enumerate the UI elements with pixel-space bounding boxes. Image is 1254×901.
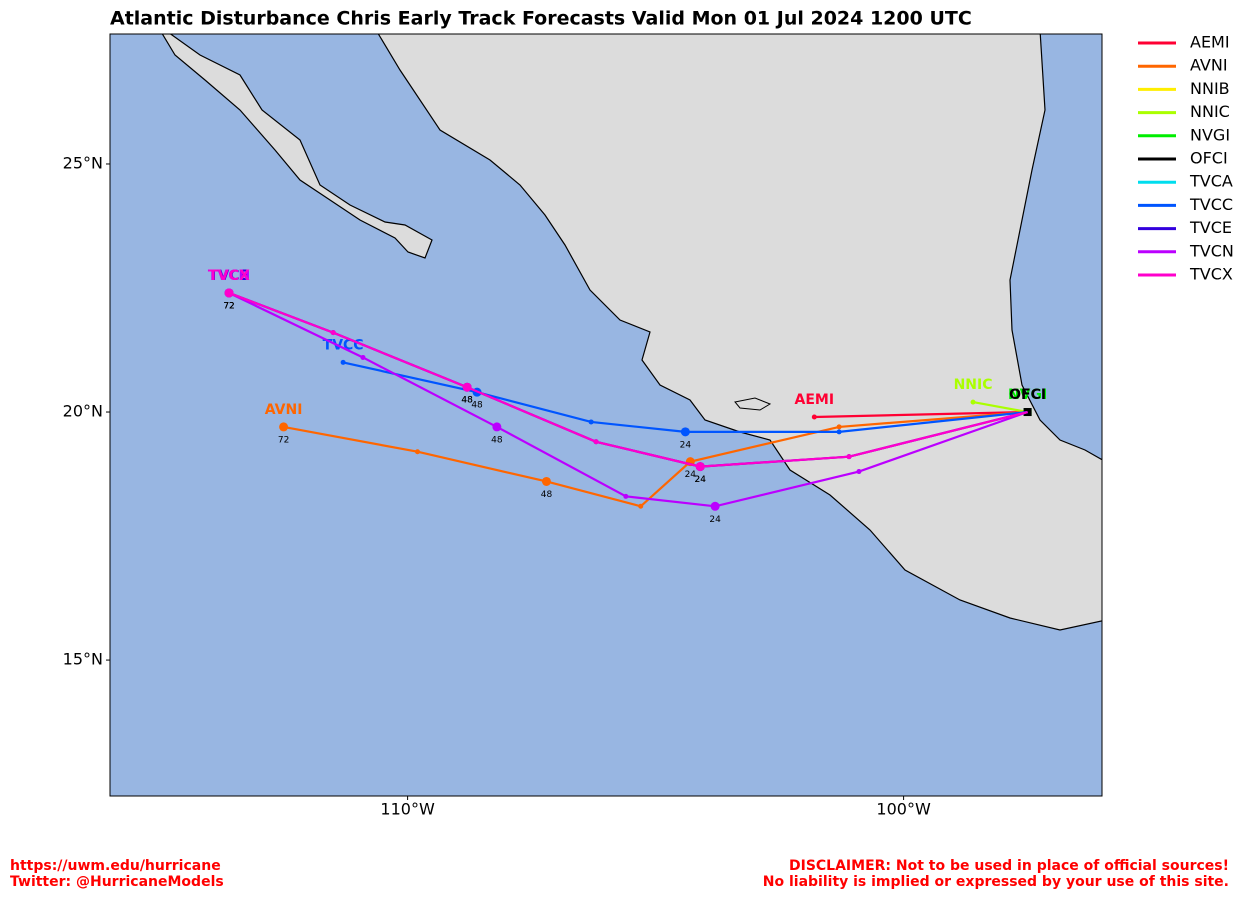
track-point [836,429,842,435]
footer-left: Twitter: @HurricaneModels [10,874,224,890]
tau-label: 48 [541,490,553,500]
track-point [279,422,289,432]
tau-label: 48 [461,396,473,406]
track-line [972,401,1028,414]
land [161,34,1102,631]
tau-label: 24 [695,475,707,485]
track-point [836,424,842,430]
tau-label: 72 [223,301,234,311]
legend-label: TVCN [1189,241,1234,260]
baja-peninsula [161,34,433,259]
tau-label: 24 [685,470,697,480]
track-point [856,469,862,475]
footer-left: https://uwm.edu/hurricane [10,858,221,874]
track-point [695,462,705,472]
axes: 110°W 100°W 15°N 20°N 25°N [63,153,931,818]
track-point [492,422,502,432]
footer-right: No liability is implied or expressed by … [763,874,1229,890]
track: AEMI [795,392,1028,420]
track-line [814,410,1028,419]
track-line [342,361,1028,433]
map-frame [109,33,1103,797]
legend-label: TVCA [1189,172,1233,191]
track-label: TVCN [208,268,250,284]
legend: AEMI AVNI NNIB NNIC NVGI OFCI TVCA TVCC TVCE TVCN… [1138,33,1234,284]
footer-right: DISCLAIMER: Not to be used in place of o… [789,858,1229,874]
tau-label: 24 [709,515,721,525]
track-label: AVNI [265,402,303,418]
track-label: OFCI [1009,387,1046,403]
track: 24 48 72 TVCN [208,268,1028,525]
track: 24 48 72 TVCX [208,268,1028,485]
mainland [377,34,1102,631]
x-tick-label: 110°W [380,800,435,819]
tau-label: 48 [471,401,483,411]
track: 24 48 72 AVNI [265,402,1028,509]
island [734,397,772,411]
track-point [360,354,366,360]
tau-label: 72 [223,301,234,311]
legend-label: OFCI [1190,149,1228,168]
track-point [330,330,336,336]
tracks: AEMI244872AVNINNICNVGIOFCI2448TVCC244872… [208,268,1047,525]
tau-label: 72 [278,435,289,445]
track-point [588,419,594,425]
track-point [638,503,644,509]
track-point [811,414,817,420]
tau-label: 24 [695,475,707,485]
track-label: NVGI [1008,387,1047,403]
track-point [680,427,690,437]
y-tick-label: 25°N [63,153,103,172]
track-point [462,382,472,392]
legend-label: TVCC [1189,195,1233,214]
track: NNIC [954,377,1028,414]
legend-label: NVGI [1190,125,1230,144]
track-point [593,439,599,445]
tau-label: 48 [461,396,473,406]
track-point [710,501,720,511]
track-point [623,493,629,499]
legend-label: NNIC [1190,102,1230,121]
track-point [970,399,976,405]
legend-label: TVCE [1189,218,1232,237]
y-tick-label: 20°N [63,402,103,421]
tau-label: 72 [223,301,234,311]
legend-label: TVCX [1189,265,1233,284]
title: Atlantic Disturbance Chris Early Track F… [110,8,972,30]
x-tick-label: 100°W [876,800,931,819]
tau-label: 48 [491,435,503,445]
y-tick-label: 15°N [63,650,103,669]
legend-label: AVNI [1190,56,1228,75]
track-label: AEMI [795,392,835,408]
track-point [846,454,852,460]
track-point [224,288,234,298]
track-label: NNIC [954,377,993,393]
legend-label: AEMI [1190,33,1230,52]
track-label: TVCE [209,268,249,284]
track-point [541,476,551,486]
track-point [340,359,346,365]
tau-label: 24 [680,440,692,450]
track-point [415,449,421,455]
track-label: TVCX [208,268,250,284]
legend-label: NNIB [1190,79,1230,98]
